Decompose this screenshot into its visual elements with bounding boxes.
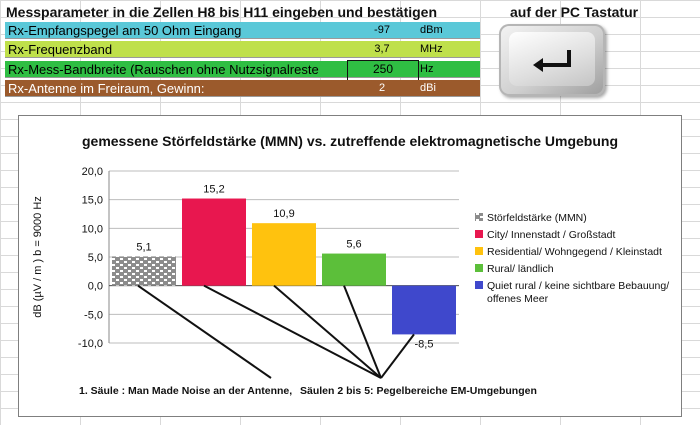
chart: gemessene Störfeldstärke (MMN) vs. zutre… bbox=[32, 133, 669, 397]
param-row-bandwidth: Rx-Mess-Bandbreite (Rauschen ohne Nutzsi… bbox=[5, 60, 480, 81]
param-row-receive-level: Rx-Empfangspegel am 50 Ohm Eingang -97 d… bbox=[5, 22, 480, 39]
param-label: Rx-Frequenzband bbox=[8, 42, 113, 57]
param-row-antenna-gain: Rx-Antenne im Freiraum, Gewinn: 2 dBi bbox=[5, 80, 480, 97]
annotation-right: Säulen 2 bis 5: Pegelbereiche EM-Umgebun… bbox=[300, 385, 537, 397]
param-unit: MHz bbox=[420, 43, 443, 55]
legend-entry: Störfeldstärke (MMN) bbox=[487, 212, 587, 224]
y-tick-label: 15,0 bbox=[82, 195, 103, 207]
legend-swatch bbox=[475, 213, 483, 221]
y-tick-label: 0,0 bbox=[88, 281, 103, 293]
chart-title: gemessene Störfeldstärke (MMN) vs. zutre… bbox=[82, 133, 618, 149]
param-label: Rx-Antenne im Freiraum, Gewinn: bbox=[8, 81, 205, 96]
annotation-pointer bbox=[343, 285, 382, 379]
legend-swatch bbox=[475, 264, 483, 272]
bar-value-label: 5,6 bbox=[346, 239, 361, 251]
enter-key-icon bbox=[533, 50, 571, 72]
y-tick-label: -10,0 bbox=[78, 338, 103, 350]
y-tick-label: 5,0 bbox=[88, 252, 103, 264]
bar-2 bbox=[182, 198, 246, 286]
bar-5 bbox=[392, 285, 456, 335]
annotation-pointer bbox=[203, 284, 382, 379]
enter-key-button[interactable] bbox=[499, 24, 605, 96]
legend-swatch bbox=[475, 281, 483, 289]
annotation-pointer bbox=[273, 284, 382, 379]
param-unit: Hz bbox=[420, 63, 434, 75]
bar-value-label: 10,9 bbox=[273, 208, 294, 220]
bar-value-label: 5,1 bbox=[136, 241, 151, 253]
legend-swatch bbox=[475, 247, 483, 255]
header-instructions: Messparameter in die Zellen H8 bis H11 e… bbox=[6, 4, 438, 20]
param-label: Rx-Empfangspegel am 50 Ohm Eingang bbox=[8, 23, 242, 38]
param-value-input-selected[interactable]: 250 bbox=[347, 60, 419, 81]
annotation-left: 1. Säule : Man Made Noise an der Antenne… bbox=[79, 385, 292, 397]
y-tick-label: -5,0 bbox=[84, 309, 103, 321]
param-row-frequency: Rx-Frequenzband 3,7 MHz bbox=[5, 41, 480, 58]
legend-entry: City/ Innenstadt / Großstadt bbox=[487, 229, 615, 241]
legend-entry: Residential/ Wohngegend / Kleinstadt bbox=[487, 246, 662, 258]
y-axis-label: dB (µV / m ) b = 9000 Hz bbox=[32, 196, 44, 318]
legend-entry: Rural/ ländlich bbox=[487, 263, 554, 275]
chart-container: gemessene Störfeldstärke (MMN) vs. zutre… bbox=[18, 115, 682, 417]
bar-1 bbox=[112, 256, 176, 286]
param-unit: dBm bbox=[420, 24, 443, 36]
annotation-pointer bbox=[380, 333, 415, 379]
bar-value-label: -8,5 bbox=[415, 338, 434, 350]
y-tick-label: 10,0 bbox=[82, 223, 103, 235]
bar-4 bbox=[322, 253, 386, 286]
legend-entry: Quiet rural / keine sichtbare Bebauung/o… bbox=[487, 280, 669, 305]
param-unit: dBi bbox=[420, 82, 436, 94]
param-value-input[interactable]: 2 bbox=[378, 82, 386, 94]
legend-swatch bbox=[475, 230, 483, 238]
bar-value-label: 15,2 bbox=[203, 184, 224, 196]
param-value-input[interactable]: 3,7 bbox=[374, 43, 390, 55]
bar-3 bbox=[252, 223, 316, 286]
annotation-pointer bbox=[137, 284, 272, 379]
enter-key-face bbox=[509, 32, 595, 86]
param-label: Rx-Mess-Bandbreite (Rauschen ohne Nutzsi… bbox=[8, 62, 319, 77]
param-value-input[interactable]: -97 bbox=[374, 24, 390, 36]
header-keyboard: auf der PC Tastatur bbox=[510, 4, 639, 20]
y-tick-label: 20,0 bbox=[82, 166, 103, 178]
